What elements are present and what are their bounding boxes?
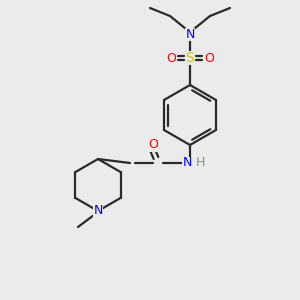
Text: N: N <box>93 205 103 218</box>
Text: O: O <box>148 139 158 152</box>
Text: S: S <box>186 51 194 65</box>
Text: N: N <box>182 157 192 169</box>
Text: N: N <box>185 28 195 40</box>
Text: H: H <box>195 157 205 169</box>
Text: O: O <box>166 52 176 64</box>
Text: O: O <box>204 52 214 64</box>
